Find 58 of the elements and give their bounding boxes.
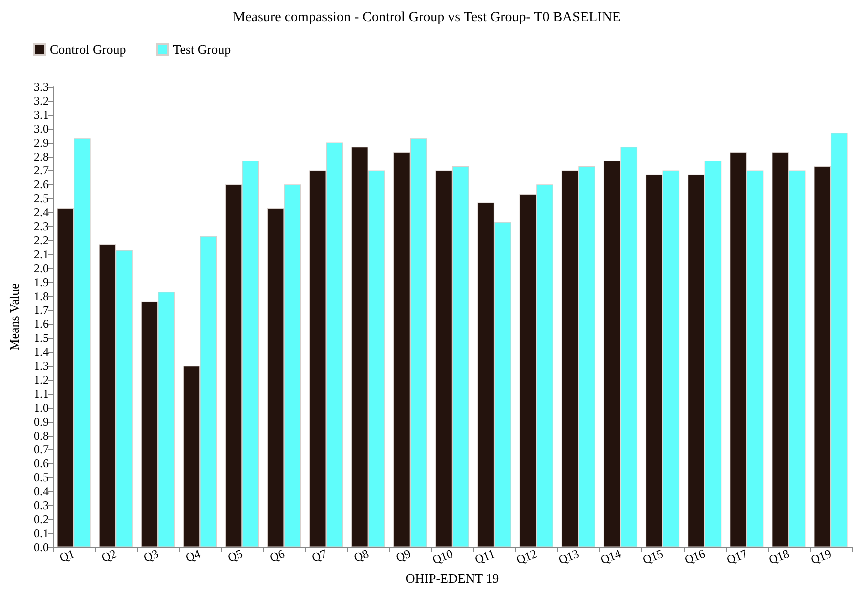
y-tick-label: 0.2 [34, 512, 49, 526]
y-tick-label: 2.3 [34, 220, 49, 234]
legend-label: Test Group [173, 42, 232, 57]
y-tick-label: 1.8 [34, 289, 49, 304]
y-tick-label: 0.3 [34, 498, 49, 513]
y-tick-label: 2.8 [34, 150, 49, 164]
y-tick-label: 0.9 [34, 414, 49, 429]
x-tick-label: Q14 [598, 546, 624, 568]
y-tick-label: 3.3 [34, 80, 49, 94]
y-tick-label: 2.7 [34, 164, 49, 178]
chart-title: Measure compassion - Control Group vs Test Group- T0 BASELINE [233, 10, 621, 26]
x-axis-title: OHIP-EDENT 19 [406, 571, 500, 586]
x-tick-label: Q16 [682, 546, 708, 568]
x-tick-label: Q1 [58, 546, 76, 565]
x-tick-label: Q11 [473, 546, 497, 567]
y-tick-label: 2.5 [34, 192, 49, 206]
y-tick-label: 3.0 [34, 122, 49, 136]
y-tick-label: 2.6 [34, 178, 49, 192]
y-tick-label: 2.4 [34, 206, 49, 220]
y-tick-label: 3.2 [34, 94, 49, 108]
y-tick-label: 2.9 [34, 136, 49, 150]
x-tick-label: Q13 [556, 546, 582, 568]
y-tick-label: 0.7 [34, 442, 49, 457]
y-tick-label: 0.6 [34, 456, 49, 471]
x-tick-label: Q15 [640, 546, 666, 568]
y-tick-label: 1.3 [34, 359, 49, 374]
y-tick-label: 2.2 [34, 233, 49, 248]
y-tick-label: 1.0 [34, 400, 49, 415]
x-tick-label: Q12 [514, 546, 539, 568]
y-tick-label: 0.4 [34, 484, 49, 499]
x-tick-label: Q18 [767, 546, 792, 568]
x-tick-label: Q7 [310, 546, 329, 565]
y-tick-label: 2.1 [34, 247, 49, 262]
y-tick-label: 0.8 [34, 428, 49, 443]
y-tick-label: 1.2 [34, 372, 49, 387]
x-tick-label: Q10 [430, 546, 455, 568]
x-tick-label: Q8 [352, 546, 371, 565]
y-tick-label: 3.1 [34, 108, 49, 122]
x-tick-label: Q6 [268, 546, 287, 565]
y-tick-label: 1.6 [34, 317, 49, 332]
y-axis-title: Means Value [7, 283, 22, 351]
y-tick-label: 0.5 [34, 470, 49, 485]
x-tick-label: Q19 [809, 546, 834, 568]
x-tick-label: Q17 [725, 546, 750, 568]
y-tick-label: 1.4 [34, 345, 49, 360]
y-tick-label: 1.5 [34, 331, 49, 346]
y-tick-label: 0.1 [34, 526, 49, 540]
y-tick-label: 1.7 [34, 303, 49, 318]
x-tick-label: Q3 [142, 546, 161, 565]
y-tick-label: 1.1 [34, 386, 49, 401]
y-tick-label: 0.0 [34, 540, 49, 554]
x-tick-label: Q2 [100, 546, 118, 565]
x-tick-label: Q9 [394, 546, 413, 565]
legend-label: Control Group [50, 42, 126, 57]
x-tick-label: Q4 [184, 546, 203, 565]
y-tick-label: 2.0 [34, 261, 49, 276]
x-tick-label: Q5 [226, 546, 245, 565]
y-tick-label: 1.9 [34, 275, 49, 290]
